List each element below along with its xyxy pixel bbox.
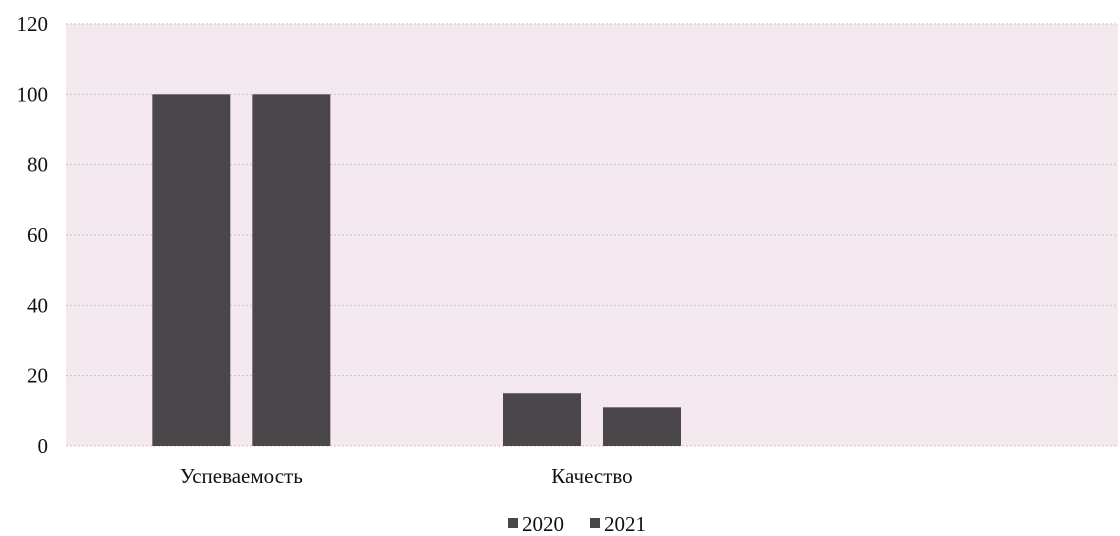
legend-label: 2020	[522, 512, 564, 536]
bar-2021-0	[252, 94, 331, 446]
legend-swatch	[590, 518, 600, 528]
y-tick-label: 0	[38, 434, 49, 458]
bars	[152, 94, 681, 446]
y-tick-label: 40	[27, 293, 48, 317]
gridlines	[66, 23, 1118, 447]
legend: 2020 2021	[508, 512, 646, 536]
bar-2020-1	[503, 393, 581, 446]
legend-swatch	[508, 518, 518, 528]
y-tick-label: 120	[17, 12, 49, 36]
y-tick-label: 20	[27, 364, 48, 388]
y-tick-label: 80	[27, 153, 48, 177]
bar-2021-1	[603, 407, 681, 446]
x-axis-categories: Успеваемость Качество	[180, 464, 633, 488]
category-label: Успеваемость	[180, 464, 303, 488]
legend-label: 2021	[604, 512, 646, 536]
bar-2020-0	[152, 94, 231, 446]
y-tick-label: 60	[27, 223, 48, 247]
y-tick-label: 100	[17, 82, 49, 106]
y-axis-ticks: 0 20 40 60 80 100 120	[17, 12, 49, 458]
category-label: Качество	[551, 464, 632, 488]
